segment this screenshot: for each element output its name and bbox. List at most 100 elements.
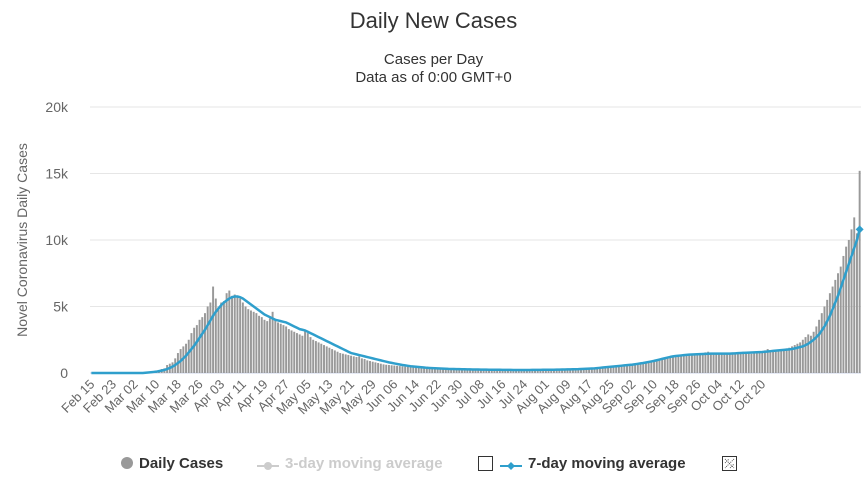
bar[interactable] — [355, 357, 358, 373]
bar[interactable] — [690, 354, 693, 373]
bar[interactable] — [444, 369, 447, 373]
bar[interactable] — [185, 343, 188, 373]
bar[interactable] — [742, 351, 745, 373]
bar[interactable] — [828, 293, 831, 373]
bar[interactable] — [550, 369, 553, 373]
bar[interactable] — [198, 319, 201, 373]
bar[interactable] — [501, 369, 504, 373]
bar[interactable] — [739, 353, 742, 373]
bar[interactable] — [371, 361, 374, 373]
bar[interactable] — [853, 217, 856, 373]
bar[interactable] — [317, 342, 320, 373]
bar[interactable] — [241, 302, 244, 373]
bar[interactable] — [815, 326, 818, 373]
bar[interactable] — [561, 369, 564, 373]
bar[interactable] — [661, 358, 664, 373]
bar[interactable] — [474, 369, 477, 373]
bar[interactable] — [831, 286, 834, 373]
bar[interactable] — [268, 318, 271, 373]
bar[interactable] — [604, 367, 607, 373]
bar[interactable] — [715, 353, 718, 373]
bar[interactable] — [485, 369, 488, 373]
toggle-7-day-checkbox[interactable] — [722, 456, 737, 471]
bar[interactable] — [617, 365, 620, 373]
bar[interactable] — [655, 359, 658, 373]
bar[interactable] — [328, 347, 331, 373]
bar[interactable] — [255, 313, 258, 373]
bar[interactable] — [263, 319, 266, 373]
legend-item-daily-cases[interactable]: Daily Cases — [121, 452, 223, 474]
bar[interactable] — [247, 309, 250, 373]
bar[interactable] — [628, 364, 631, 373]
bar[interactable] — [672, 355, 674, 373]
bar[interactable] — [323, 345, 325, 373]
bar[interactable] — [799, 342, 802, 373]
bar[interactable] — [490, 369, 493, 373]
bar[interactable] — [423, 368, 426, 373]
bar[interactable] — [555, 369, 558, 373]
bar[interactable] — [726, 354, 729, 373]
bar[interactable] — [699, 353, 702, 373]
bar[interactable] — [782, 349, 785, 373]
bar[interactable] — [369, 361, 371, 373]
bar[interactable] — [544, 369, 547, 373]
bar[interactable] — [203, 313, 206, 373]
bar[interactable] — [685, 354, 688, 373]
bar[interactable] — [512, 370, 515, 373]
bar[interactable] — [801, 339, 804, 373]
bar[interactable] — [542, 369, 545, 373]
bar[interactable] — [455, 369, 458, 373]
bar[interactable] — [222, 301, 225, 373]
bar[interactable] — [701, 353, 704, 373]
bar[interactable] — [252, 311, 255, 373]
bar[interactable] — [845, 246, 848, 373]
bar[interactable] — [249, 310, 252, 373]
bar[interactable] — [574, 369, 577, 373]
bar[interactable] — [363, 359, 366, 373]
bar[interactable] — [439, 368, 442, 373]
bar[interactable] — [477, 369, 480, 373]
bar[interactable] — [452, 369, 455, 373]
bar[interactable] — [312, 339, 315, 373]
bar[interactable] — [436, 368, 439, 373]
bar[interactable] — [309, 337, 312, 373]
bar[interactable] — [528, 369, 531, 373]
bar[interactable] — [385, 364, 388, 373]
bar[interactable] — [382, 364, 385, 373]
bar[interactable] — [791, 346, 793, 373]
bar[interactable] — [523, 370, 526, 373]
bar[interactable] — [387, 365, 390, 373]
bar[interactable] — [642, 362, 645, 373]
bar[interactable] — [212, 286, 215, 373]
bar[interactable] — [282, 325, 285, 373]
bar[interactable] — [820, 313, 823, 373]
bar[interactable] — [571, 369, 574, 373]
bar[interactable] — [193, 327, 196, 373]
bar[interactable] — [666, 357, 669, 373]
bar[interactable] — [750, 353, 753, 373]
toggle-3-day-checkbox[interactable] — [478, 456, 493, 471]
bar[interactable] — [855, 233, 858, 373]
bar[interactable] — [674, 355, 677, 373]
bar[interactable] — [558, 369, 561, 373]
bar[interactable] — [780, 349, 783, 373]
bar[interactable] — [607, 366, 610, 373]
bar[interactable] — [763, 350, 766, 373]
bar[interactable] — [688, 354, 691, 373]
bar[interactable] — [374, 362, 377, 373]
bar[interactable] — [723, 353, 726, 373]
bar[interactable] — [260, 317, 263, 373]
bar[interactable] — [287, 329, 290, 373]
bar[interactable] — [680, 355, 683, 373]
bar[interactable] — [425, 368, 428, 373]
bar[interactable] — [333, 350, 336, 373]
bar[interactable] — [728, 353, 731, 373]
bar[interactable] — [420, 367, 423, 373]
bar[interactable] — [396, 365, 399, 373]
bar[interactable] — [609, 366, 612, 373]
bar[interactable] — [704, 352, 707, 373]
bar[interactable] — [712, 354, 715, 373]
bar[interactable] — [352, 356, 355, 373]
bar[interactable] — [774, 351, 777, 373]
bar[interactable] — [295, 333, 298, 373]
